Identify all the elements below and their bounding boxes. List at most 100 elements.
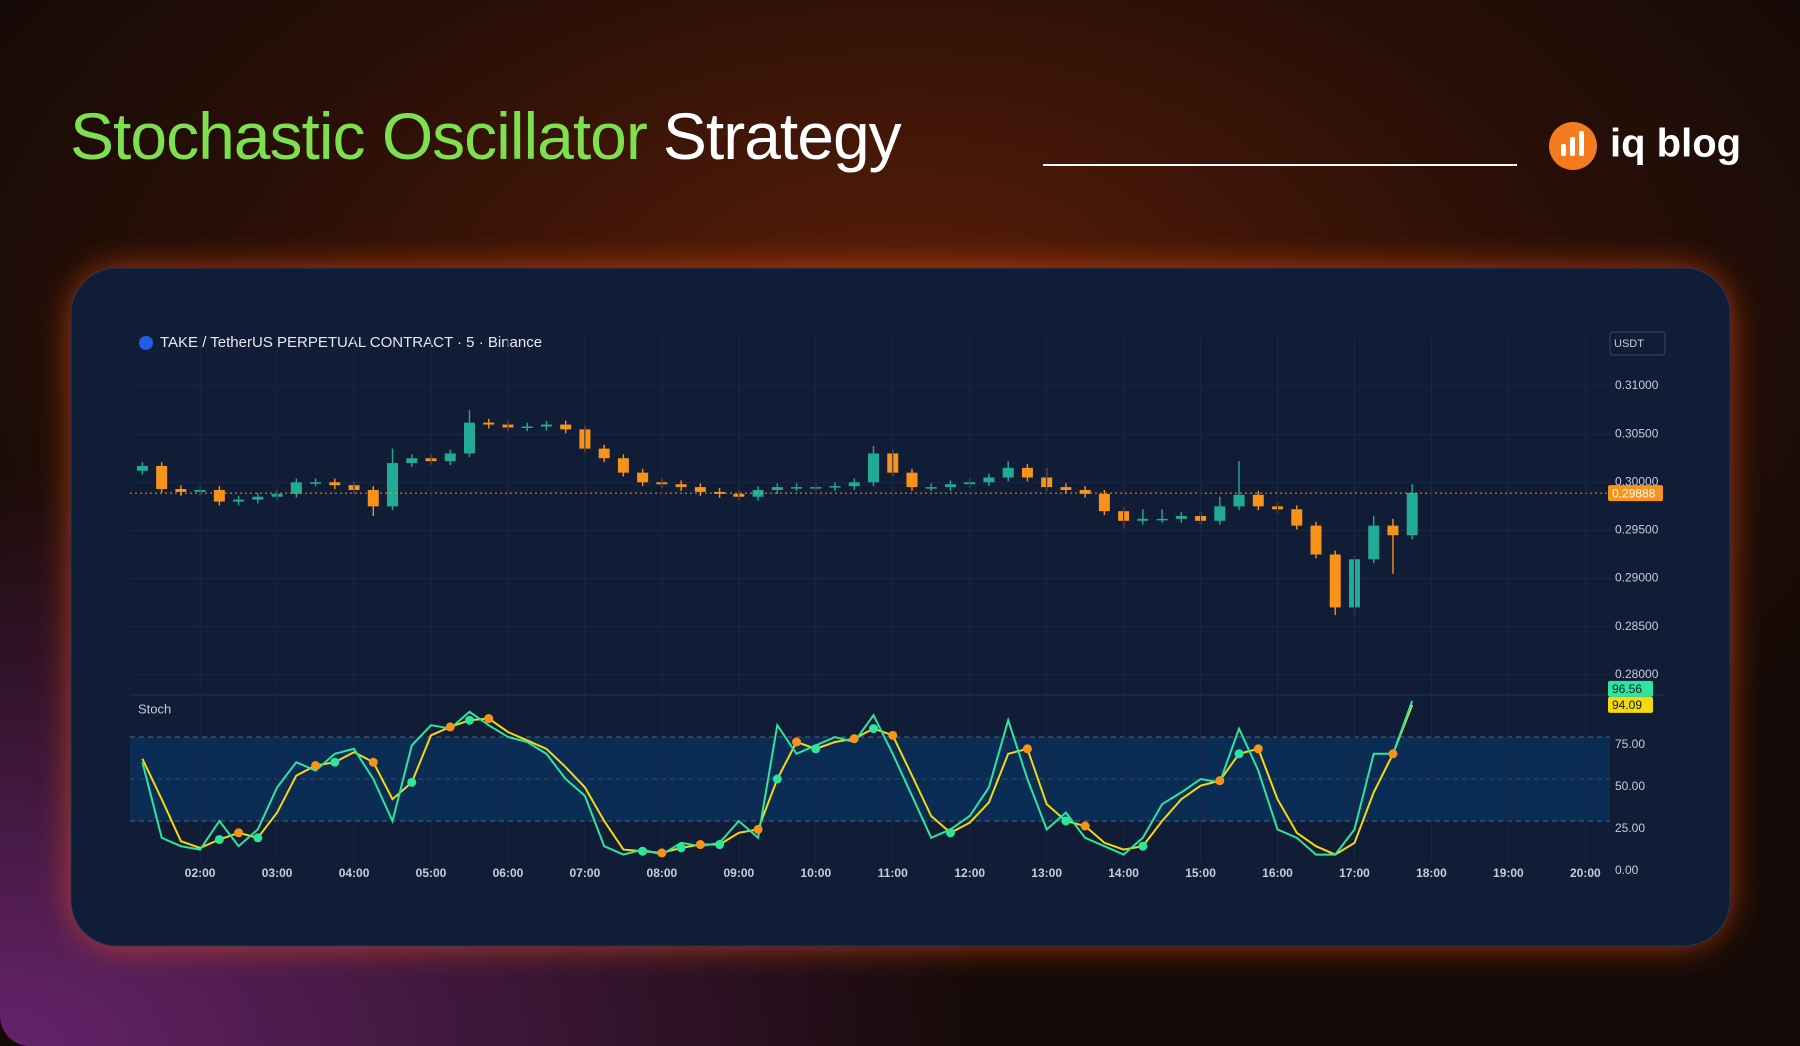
crossover-dot [1022, 744, 1032, 754]
candle-body [1252, 494, 1264, 507]
candle-body [1291, 509, 1303, 526]
crossover-dot [869, 724, 878, 734]
y-tick-label: 0.00 [1615, 863, 1639, 877]
candle-body [136, 465, 148, 471]
x-tick-label: 03:00 [262, 866, 293, 880]
d-value-box [1608, 696, 1653, 713]
crossover-dot [1388, 749, 1398, 759]
crossover-dot [715, 840, 725, 850]
y-tick-label: 0.29500 [1615, 523, 1659, 537]
x-tick-label: 13:00 [1031, 866, 1062, 880]
y-tick-label: 25.00 [1615, 821, 1645, 835]
x-tick-label: 05:00 [416, 866, 447, 880]
candle-body [310, 482, 322, 484]
candle-body [906, 472, 918, 488]
candle-body [1406, 492, 1418, 536]
y-tick-label: 0.30000 [1615, 474, 1659, 488]
crossover-dot [330, 757, 340, 767]
candle-body [252, 496, 264, 500]
title-rest: Strategy [663, 99, 902, 173]
candle-body [637, 472, 649, 483]
unit-box [1609, 331, 1666, 356]
candle-body [771, 487, 783, 490]
candle-body [675, 484, 687, 488]
crossover-dot [407, 777, 417, 787]
candle-body [387, 463, 399, 507]
candle-body [829, 486, 841, 488]
crossover-dot [849, 734, 859, 744]
y-tick-label: 0.29000 [1615, 571, 1659, 585]
brand-name: iq blog [1610, 122, 1741, 166]
candle-body [714, 491, 726, 494]
candle-body [752, 490, 764, 497]
candle-body [598, 448, 610, 459]
stoch-line [141, 700, 1414, 856]
candle-body [521, 426, 533, 428]
crossover-dot [657, 848, 667, 858]
crossover-dot [695, 840, 705, 850]
candle-body [791, 487, 803, 489]
x-tick-label: 08:00 [647, 866, 678, 880]
crossover-dot [445, 722, 455, 732]
candle-body [1368, 525, 1380, 560]
candle-body [463, 422, 475, 454]
candle-body [1137, 518, 1149, 521]
candle-body [1387, 525, 1399, 536]
x-tick-label: 17:00 [1339, 866, 1370, 880]
crossover-dot [753, 824, 763, 834]
symbol-icon [139, 336, 153, 350]
y-tick-label: 0.31000 [1615, 378, 1659, 392]
candle-body [848, 482, 860, 487]
crossover-dot [1253, 744, 1263, 754]
candle-body [1329, 554, 1341, 608]
x-tick-label: 15:00 [1185, 866, 1216, 880]
y-tick-label: 0.28500 [1615, 619, 1659, 633]
crossover-dot [1138, 841, 1148, 851]
last-price-box [1608, 485, 1663, 502]
candle-body [483, 422, 495, 425]
crossover-dot [1215, 776, 1225, 786]
k-value-label: 96.56 [1612, 682, 1642, 696]
crossover-dot [945, 828, 955, 838]
logo-bar [1561, 144, 1566, 156]
candle-body [233, 499, 245, 502]
candle-body [1214, 506, 1226, 521]
y-axis-label: USDT [1614, 338, 1644, 350]
crossover-dot [811, 744, 821, 754]
last-price-label: 0.29888 [1612, 486, 1656, 500]
candle-body [290, 482, 302, 494]
candle-body [1156, 518, 1168, 521]
x-tick-label: 18:00 [1416, 866, 1447, 880]
brand-logo [1549, 122, 1597, 170]
crossover-dot [464, 715, 474, 725]
candle-body [983, 477, 995, 483]
crossover-dot [253, 833, 263, 843]
x-tick-label: 10:00 [800, 866, 831, 880]
crossover-dot [1061, 816, 1071, 826]
candle-body [1060, 487, 1072, 490]
stoch-title: Stoch [138, 701, 171, 716]
x-tick-label: 07:00 [570, 866, 601, 880]
candle-body [406, 458, 418, 464]
candle-body [367, 490, 379, 507]
candle-body [925, 487, 937, 489]
logo-bar [1579, 131, 1584, 156]
crossover-dot [888, 730, 898, 740]
logo-bar [1570, 137, 1575, 156]
x-tick-label: 14:00 [1108, 866, 1139, 880]
candle-body [1233, 494, 1245, 507]
page-title: Stochastic Oscillator Strategy [70, 99, 902, 173]
y-tick-label: 75.00 [1615, 737, 1645, 751]
y-tick-label: 0.30500 [1615, 426, 1659, 440]
candle-body [1021, 467, 1033, 478]
x-tick-label: 11:00 [878, 866, 908, 880]
candle-body [694, 487, 706, 492]
crossover-dot [638, 846, 648, 856]
x-tick-label: 20:00 [1570, 866, 1601, 880]
title-accent: Stochastic Oscillator [70, 99, 647, 173]
candle-body [868, 453, 879, 483]
candle-body [540, 424, 552, 427]
candle-body [560, 424, 572, 430]
x-tick-label: 19:00 [1493, 866, 1524, 880]
